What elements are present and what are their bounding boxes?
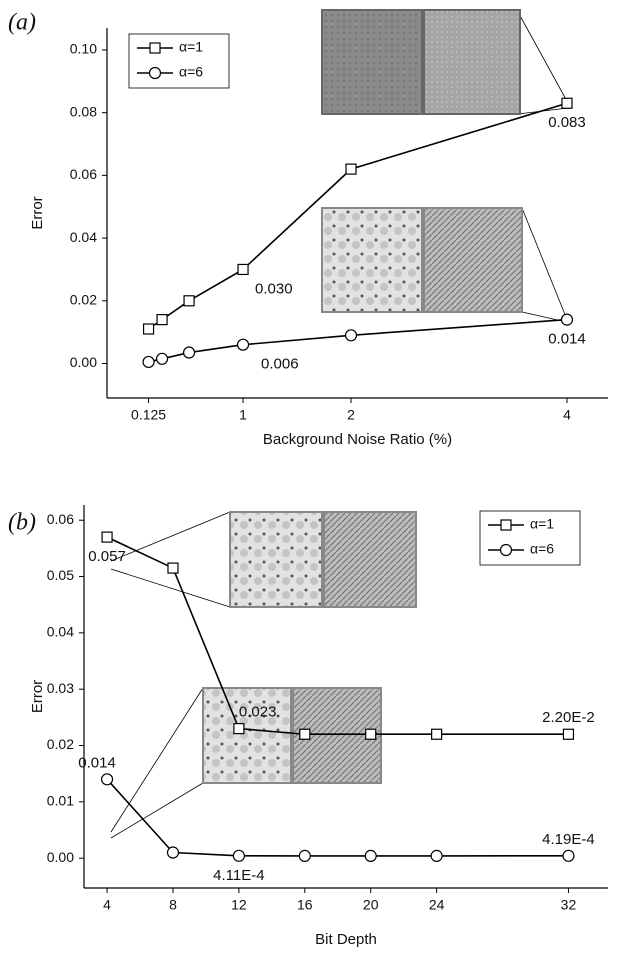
data-point: [182, 346, 196, 359]
x-tick-label: 20: [363, 897, 379, 913]
x-axis-title: Background Noise Ratio (%): [263, 431, 452, 448]
x-tick-label: 0.125: [131, 407, 166, 423]
data-point: [298, 849, 311, 862]
legend-marker: [149, 42, 161, 54]
legend-label: α=6: [530, 541, 554, 557]
value-label: 0.006: [261, 356, 299, 373]
x-tick-label: 4: [103, 897, 111, 913]
legend-box: [479, 510, 581, 566]
value-label: 4.19E-4: [542, 831, 595, 848]
value-label: 0.014: [548, 331, 586, 348]
data-point: [561, 97, 573, 109]
data-point: [236, 338, 250, 351]
y-axis-title: Error: [29, 196, 46, 229]
data-point: [142, 355, 155, 369]
legend-label: α=1: [179, 39, 203, 55]
data-point: [101, 531, 113, 543]
value-label: 4.11E-4: [213, 867, 264, 884]
x-tick-label: 4: [563, 407, 571, 423]
legend-label: α=1: [530, 516, 554, 532]
data-point: [142, 323, 155, 335]
series-line: [148, 318, 568, 363]
legend-marker: [148, 66, 162, 80]
panel-label: (b): [8, 510, 36, 536]
data-point: [233, 723, 245, 735]
data-point: [237, 263, 249, 276]
x-tick-label: 24: [429, 897, 445, 913]
data-point: [232, 849, 245, 862]
y-tick-label: 0.02: [47, 736, 74, 752]
panel-label: (a): [8, 10, 36, 36]
legend-marker: [499, 543, 513, 557]
y-tick-label: 0.04: [47, 624, 74, 640]
legend-label: α=6: [179, 64, 203, 80]
y-tick-label: 0.00: [47, 849, 74, 865]
data-point: [166, 846, 180, 859]
value-label: 2.20E-2: [542, 709, 595, 726]
y-tick-label: 0.06: [70, 166, 97, 182]
insets: [110, 9, 569, 839]
value-label: 0.083: [548, 114, 586, 131]
x-tick-label: 16: [297, 897, 313, 913]
y-tick-label: 0.10: [70, 41, 97, 57]
y-tick-label: 0.00: [70, 354, 97, 370]
value-label: 0.014: [78, 754, 116, 771]
y-tick-label: 0.08: [70, 103, 97, 119]
x-tick-label: 8: [169, 897, 177, 913]
data-point: [100, 773, 114, 786]
y-tick-label: 0.06: [47, 511, 74, 527]
data-point: [562, 849, 575, 862]
data-point: [345, 163, 357, 175]
y-axis-title: Error: [29, 680, 46, 713]
y-tick-label: 0.03: [47, 680, 74, 696]
value-label: 0.030: [255, 280, 293, 297]
y-tick-label: 0.05: [47, 567, 74, 583]
data-point: [562, 728, 575, 740]
data-point: [365, 728, 377, 740]
y-tick-label: 0.02: [70, 291, 97, 307]
data-point: [430, 849, 443, 862]
x-tick-label: 12: [231, 897, 247, 913]
x-tick-label: 2: [347, 407, 355, 423]
data-point: [155, 352, 169, 365]
value-label: 0.023: [239, 704, 277, 721]
data-point: [431, 728, 443, 740]
value-label: 0.057: [88, 548, 126, 565]
data-point: [364, 849, 377, 862]
legend-box: [128, 33, 230, 89]
x-tick-label: 32: [561, 897, 577, 913]
data-point: [560, 313, 574, 326]
legend-marker: [500, 519, 512, 531]
y-tick-label: 0.01: [47, 793, 74, 809]
data-point: [156, 314, 168, 326]
data-point: [183, 295, 195, 307]
x-axis-title: Bit Depth: [315, 931, 377, 948]
y-tick-label: 0.04: [70, 229, 97, 245]
series-line: [106, 778, 569, 857]
data-point: [344, 329, 358, 342]
data-point: [299, 728, 311, 740]
data-point: [167, 562, 179, 574]
x-tick-label: 1: [239, 407, 247, 423]
